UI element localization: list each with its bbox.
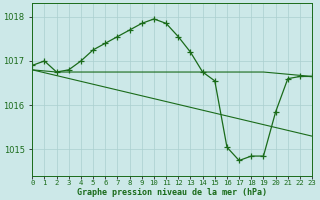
X-axis label: Graphe pression niveau de la mer (hPa): Graphe pression niveau de la mer (hPa) <box>77 188 267 197</box>
